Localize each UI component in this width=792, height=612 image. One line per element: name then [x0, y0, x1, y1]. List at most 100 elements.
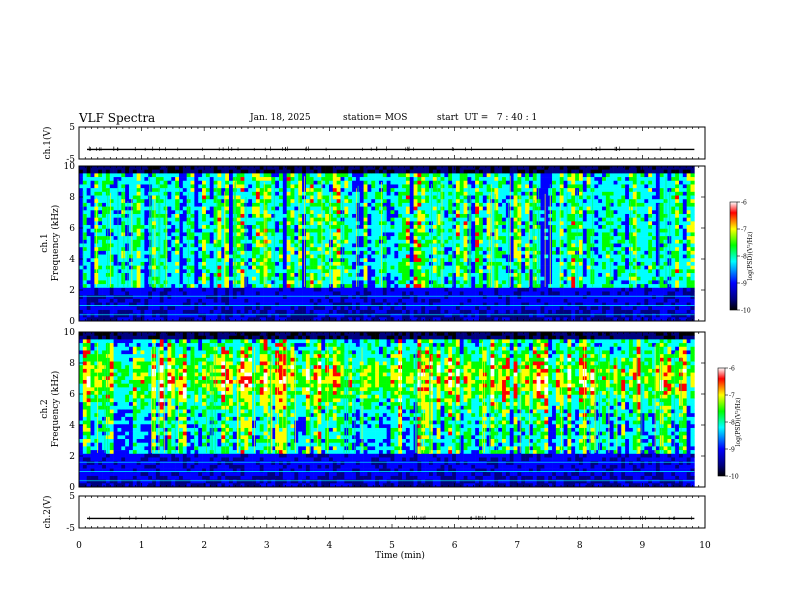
heatmap-cell — [144, 302, 149, 307]
heatmap-cell — [328, 199, 334, 204]
heatmap-cell — [336, 206, 341, 211]
heatmap-cell — [421, 195, 426, 200]
heatmap-cell — [225, 236, 230, 241]
heatmap-cell — [444, 313, 449, 318]
heatmap-cell — [102, 276, 107, 281]
heatmap-cell — [425, 269, 430, 274]
heatmap-cell — [290, 261, 295, 266]
heatmap-cell — [348, 191, 353, 196]
heatmap-cell — [121, 195, 126, 200]
heatmap-cell — [186, 247, 191, 252]
heatmap-cell — [152, 254, 157, 259]
heatmap-cell — [278, 225, 284, 230]
heatmap-cell — [467, 232, 472, 237]
heatmap-cell — [348, 295, 353, 300]
heatmap-cell — [348, 166, 353, 170]
heatmap-cell — [286, 173, 291, 178]
heatmap-cell — [471, 295, 476, 300]
heatmap-cell — [386, 217, 391, 222]
heatmap-cell — [94, 166, 99, 170]
heatmap-cell — [498, 254, 503, 259]
heatmap-cell — [317, 280, 322, 285]
heatmap-cell — [278, 195, 284, 200]
heatmap-cell — [167, 306, 172, 311]
heatmap-cell — [448, 254, 453, 259]
heatmap-cell — [82, 195, 87, 200]
heatmap-cell — [290, 309, 295, 314]
heatmap-cell — [459, 247, 464, 252]
heatmap-cell — [167, 295, 172, 300]
heatmap-cell — [386, 313, 391, 318]
heatmap-cell — [271, 221, 276, 226]
heatmap-cell — [148, 236, 153, 241]
heatmap-cell — [344, 250, 349, 255]
heatmap-cell — [267, 291, 272, 296]
heatmap-cell — [494, 199, 499, 204]
heatmap-cell — [425, 295, 430, 300]
heatmap-cell — [378, 269, 384, 274]
heatmap-cell — [294, 273, 299, 278]
heatmap-cell — [105, 302, 111, 307]
heatmap-cell — [394, 213, 399, 218]
heatmap-cell — [367, 166, 372, 170]
heatmap-cell — [359, 177, 364, 182]
figure-title: VLF Spectra — [79, 111, 156, 125]
heatmap-cell — [328, 273, 334, 278]
heatmap-cell — [490, 239, 495, 244]
heatmap-cell — [321, 273, 326, 278]
heatmap-cell — [359, 236, 364, 241]
heatmap-cell — [482, 265, 487, 270]
heatmap-cell — [355, 313, 361, 318]
heatmap-cell — [98, 173, 103, 178]
heatmap-cell — [344, 298, 349, 303]
heatmap-cell — [148, 269, 153, 274]
heatmap-cell — [313, 210, 318, 215]
heatmap-cell — [398, 287, 403, 292]
heatmap-cell — [198, 265, 203, 270]
heatmap-cell — [378, 280, 384, 285]
heatmap-cell — [171, 173, 176, 178]
heatmap-cell — [109, 236, 114, 241]
heatmap-cell — [471, 173, 476, 178]
heatmap-cell — [179, 217, 184, 222]
heatmap-cell — [236, 166, 241, 170]
heatmap-cell — [336, 317, 341, 322]
heatmap-cell — [144, 284, 149, 289]
heatmap-cell — [121, 225, 126, 230]
heatmap-cell — [313, 291, 318, 296]
heatmap-cell — [129, 166, 134, 170]
heatmap-cell — [105, 180, 111, 185]
heatmap-cell — [144, 250, 149, 255]
heatmap-cell — [109, 188, 114, 193]
heatmap-cell — [509, 210, 514, 215]
heatmap-cell — [298, 169, 303, 174]
heatmap-cell — [102, 173, 107, 178]
heatmap-cell — [105, 287, 111, 292]
heatmap-cell — [102, 191, 107, 196]
heatmap-cell — [425, 195, 430, 200]
heatmap-cell — [505, 173, 511, 178]
heatmap-cell — [140, 317, 145, 322]
heatmap-cell — [452, 221, 457, 226]
heatmap-cell — [140, 169, 145, 174]
heatmap-cell — [494, 265, 499, 270]
heatmap-cell — [252, 199, 257, 204]
heatmap-cell — [228, 265, 234, 270]
heatmap-cell — [448, 210, 453, 215]
heatmap-cell — [86, 217, 91, 222]
heatmap-cell — [90, 250, 95, 255]
heatmap-cell — [498, 199, 503, 204]
heatmap-cell — [225, 228, 230, 233]
heatmap-cell — [86, 280, 91, 285]
heatmap-cell — [482, 317, 487, 322]
heatmap-cell — [109, 317, 114, 322]
heatmap-cell — [425, 284, 430, 289]
heatmap-cell — [371, 250, 376, 255]
heatmap-cell — [209, 269, 214, 274]
heatmap-cell — [217, 173, 222, 178]
heatmap-cell — [109, 221, 114, 226]
heatmap-cell — [175, 254, 180, 259]
heatmap-cell — [390, 169, 395, 174]
heatmap-cell — [255, 184, 261, 189]
heatmap-cell — [252, 280, 257, 285]
